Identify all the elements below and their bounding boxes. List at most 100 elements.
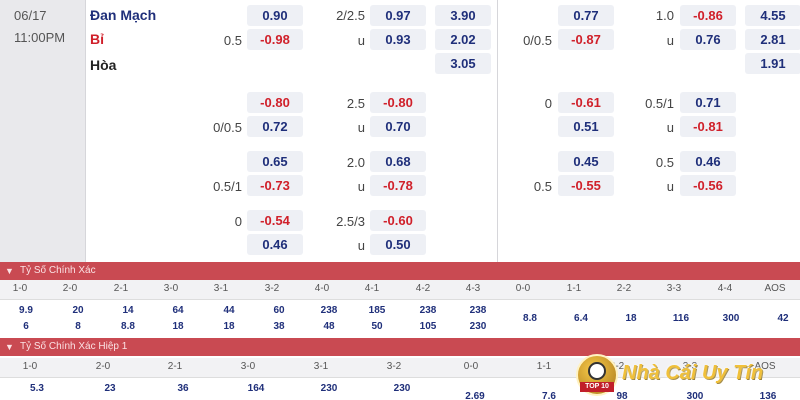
handicap-away-odds[interactable]: 0.46 <box>247 234 303 255</box>
score-odds[interactable]: 20 <box>72 305 84 316</box>
score-odds[interactable]: 36 <box>177 383 189 394</box>
1x2-away-odds[interactable]: 2.81 <box>745 29 800 50</box>
score-odds[interactable]: 230 <box>469 321 487 332</box>
score-odds[interactable]: 238 <box>419 305 437 316</box>
score-odds[interactable]: 38 <box>273 321 285 332</box>
handicap-away-odds[interactable]: 0.51 <box>558 116 614 137</box>
score-odds[interactable]: 18 <box>223 321 235 332</box>
handicap-away-odds[interactable]: -0.98 <box>247 29 303 50</box>
score-odds[interactable]: 136 <box>759 391 777 400</box>
ou-under-odds[interactable]: -0.56 <box>680 175 736 196</box>
handicap-line: 0.5 <box>533 179 552 194</box>
correct-score-h1-values: 5.3 23 36 164 230 230 2.69 7.6 98 300 13… <box>0 380 800 400</box>
score-odds[interactable]: 8.8 <box>523 313 537 324</box>
ou-under-label: u <box>357 238 365 253</box>
trophy-ball-icon: TOP 10 <box>576 354 618 396</box>
score-odds[interactable]: 98 <box>616 391 628 400</box>
score-odds[interactable]: 44 <box>223 305 235 316</box>
ou-over-odds[interactable]: -0.60 <box>370 210 426 231</box>
ou-over-odds[interactable]: 0.97 <box>370 5 426 26</box>
handicap-home-odds[interactable]: 0.65 <box>247 151 303 172</box>
handicap-home-odds[interactable]: -0.80 <box>247 92 303 113</box>
correct-score-h1-header[interactable]: ▼ Tỷ Số Chính Xác Hiệp 1 <box>0 338 800 356</box>
1x2-draw-odds[interactable]: 3.05 <box>435 53 491 74</box>
score-header: 4-2 <box>415 283 431 294</box>
score-odds[interactable]: 60 <box>273 305 285 316</box>
score-odds[interactable]: 7.6 <box>542 391 556 400</box>
score-odds[interactable]: 164 <box>247 383 265 394</box>
ou-line: 2/2.5 <box>336 8 365 23</box>
score-odds[interactable]: 105 <box>419 321 437 332</box>
score-odds[interactable]: 185 <box>368 305 386 316</box>
score-header: 2-2 <box>609 361 625 372</box>
handicap-home-odds[interactable]: 0.77 <box>558 5 614 26</box>
score-header: 0-0 <box>515 283 531 294</box>
score-odds[interactable]: 50 <box>371 321 383 332</box>
ou-under-odds[interactable]: -0.78 <box>370 175 426 196</box>
score-odds[interactable]: 23 <box>104 383 116 394</box>
score-header: 4-0 <box>314 283 330 294</box>
score-header: 2-1 <box>113 283 129 294</box>
1x2-draw-odds[interactable]: 1.91 <box>745 53 800 74</box>
score-header: 4-1 <box>364 283 380 294</box>
score-odds[interactable]: 14 <box>122 305 134 316</box>
score-odds[interactable]: 230 <box>320 383 338 394</box>
handicap-away-odds[interactable]: -0.73 <box>247 175 303 196</box>
ou-under-odds[interactable]: -0.81 <box>680 116 736 137</box>
correct-score-header[interactable]: ▼ Tỷ Số Chính Xác <box>0 262 800 280</box>
score-header: 3-0 <box>163 283 179 294</box>
handicap-away-odds[interactable]: -0.87 <box>558 29 614 50</box>
score-odds[interactable]: 64 <box>172 305 184 316</box>
handicap-away-odds[interactable]: -0.55 <box>558 175 614 196</box>
ou-over-odds[interactable]: 0.71 <box>680 92 736 113</box>
ou-under-odds[interactable]: 0.76 <box>680 29 736 50</box>
collapse-caret-icon: ▼ <box>5 342 14 352</box>
ou-under-odds[interactable]: 0.50 <box>370 234 426 255</box>
1x2-away-odds[interactable]: 2.02 <box>435 29 491 50</box>
handicap-home-odds[interactable]: -0.54 <box>247 210 303 231</box>
collapse-caret-icon: ▼ <box>5 266 14 276</box>
score-odds[interactable]: 42 <box>777 313 789 324</box>
score-odds[interactable]: 9.9 <box>19 305 33 316</box>
score-header: 1-0 <box>12 283 28 294</box>
handicap-line: 0.5/1 <box>213 179 242 194</box>
score-odds[interactable]: 18 <box>625 313 637 324</box>
score-header: 3-0 <box>240 361 256 372</box>
ou-under-label: u <box>666 179 674 194</box>
score-odds[interactable]: 18 <box>172 321 184 332</box>
score-odds[interactable]: 230 <box>393 383 411 394</box>
score-odds[interactable]: 238 <box>469 305 487 316</box>
score-odds[interactable]: 8 <box>75 321 81 332</box>
score-header: AOS <box>754 361 776 372</box>
handicap-home-odds[interactable]: -0.61 <box>558 92 614 113</box>
ou-under-odds[interactable]: 0.93 <box>370 29 426 50</box>
handicap-home-odds[interactable]: 0.90 <box>247 5 303 26</box>
score-odds[interactable]: 6.4 <box>574 313 588 324</box>
handicap-line: 0/0.5 <box>523 33 552 48</box>
score-odds[interactable]: 8.8 <box>121 321 135 332</box>
1x2-home-odds[interactable]: 3.90 <box>435 5 491 26</box>
ou-under-label: u <box>357 179 365 194</box>
section-title: Tỷ Số Chính Xác Hiệp 1 <box>20 341 128 352</box>
ou-line: 1.0 <box>655 8 674 23</box>
handicap-away-odds[interactable]: 0.72 <box>247 116 303 137</box>
ou-under-odds[interactable]: 0.70 <box>370 116 426 137</box>
ou-over-odds[interactable]: 0.46 <box>680 151 736 172</box>
score-odds[interactable]: 116 <box>672 313 690 324</box>
score-odds[interactable]: 238 <box>320 305 338 316</box>
score-odds[interactable]: 300 <box>686 391 704 400</box>
score-odds[interactable]: 5.3 <box>30 383 44 394</box>
ou-line: 2.0 <box>346 155 365 170</box>
match-time: 11:00PM <box>14 30 66 45</box>
score-odds[interactable]: 2.69 <box>465 391 485 400</box>
score-header: 3-2 <box>264 283 280 294</box>
first-half-odds: 0/0.5 0.77 -0.87 1.0 u -0.86 0.76 4.55 2… <box>497 0 800 262</box>
ou-over-odds[interactable]: 0.68 <box>370 151 426 172</box>
score-odds[interactable]: 300 <box>722 313 740 324</box>
ou-over-odds[interactable]: -0.86 <box>680 5 736 26</box>
handicap-home-odds[interactable]: 0.45 <box>558 151 614 172</box>
ou-over-odds[interactable]: -0.80 <box>370 92 426 113</box>
score-odds[interactable]: 48 <box>323 321 335 332</box>
score-odds[interactable]: 6 <box>23 321 29 332</box>
1x2-home-odds[interactable]: 4.55 <box>745 5 800 26</box>
